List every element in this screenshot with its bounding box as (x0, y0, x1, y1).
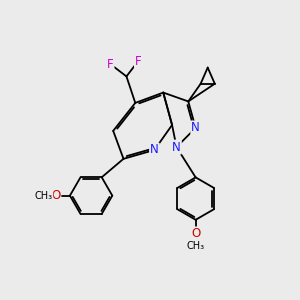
Text: O: O (51, 189, 60, 202)
Text: N: N (150, 143, 159, 157)
Text: N: N (172, 141, 181, 154)
Text: CH₃: CH₃ (187, 241, 205, 251)
Text: CH₃: CH₃ (34, 190, 52, 201)
Text: O: O (191, 227, 200, 240)
Text: F: F (107, 58, 114, 70)
Text: N: N (191, 122, 200, 134)
Text: F: F (135, 55, 142, 68)
